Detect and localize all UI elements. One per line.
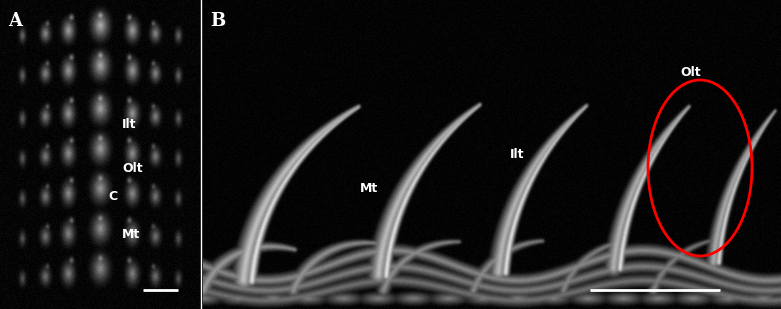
Text: Ilt: Ilt bbox=[122, 118, 137, 132]
Bar bbox=[203, 0, 781, 309]
Text: Ilt: Ilt bbox=[510, 149, 525, 162]
Text: A: A bbox=[8, 12, 22, 30]
Text: Olt: Olt bbox=[122, 162, 143, 175]
Text: B: B bbox=[210, 12, 225, 30]
Text: Mt: Mt bbox=[122, 227, 141, 240]
Text: C: C bbox=[108, 189, 117, 202]
Text: Mt: Mt bbox=[360, 181, 378, 194]
Text: Olt: Olt bbox=[680, 66, 701, 78]
Bar bbox=[0, 0, 200, 309]
